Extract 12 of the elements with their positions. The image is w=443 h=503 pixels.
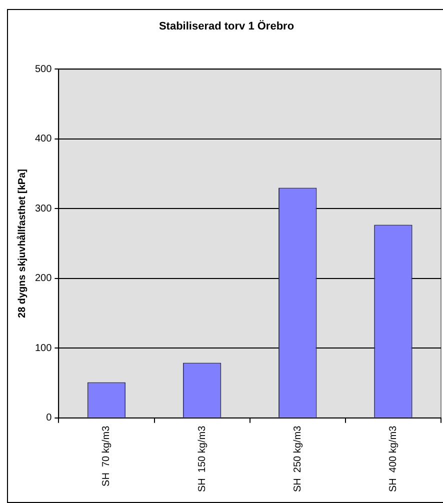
x-tick-label: SH 70 kg/m3 xyxy=(101,425,112,486)
y-axis-title: 28 dygns skjuvhållfasthet [kPa] xyxy=(16,169,28,318)
y-tick-label: 500 xyxy=(34,64,52,75)
y-tick-label: 0 xyxy=(46,412,52,424)
y-tick-label: 300 xyxy=(34,203,52,214)
y-tick-label: 200 xyxy=(34,273,52,284)
x-tick-label: SH 150 kg/m3 xyxy=(196,425,208,492)
x-tick-label: SH 400 kg/m3 xyxy=(388,425,399,492)
chart-title: Stabiliserad torv 1 Örebro xyxy=(158,20,294,33)
y-tick-label: 400 xyxy=(34,134,52,145)
x-tick-label: SH 250 kg/m3 xyxy=(292,425,304,492)
y-tick-label: 100 xyxy=(34,342,52,354)
